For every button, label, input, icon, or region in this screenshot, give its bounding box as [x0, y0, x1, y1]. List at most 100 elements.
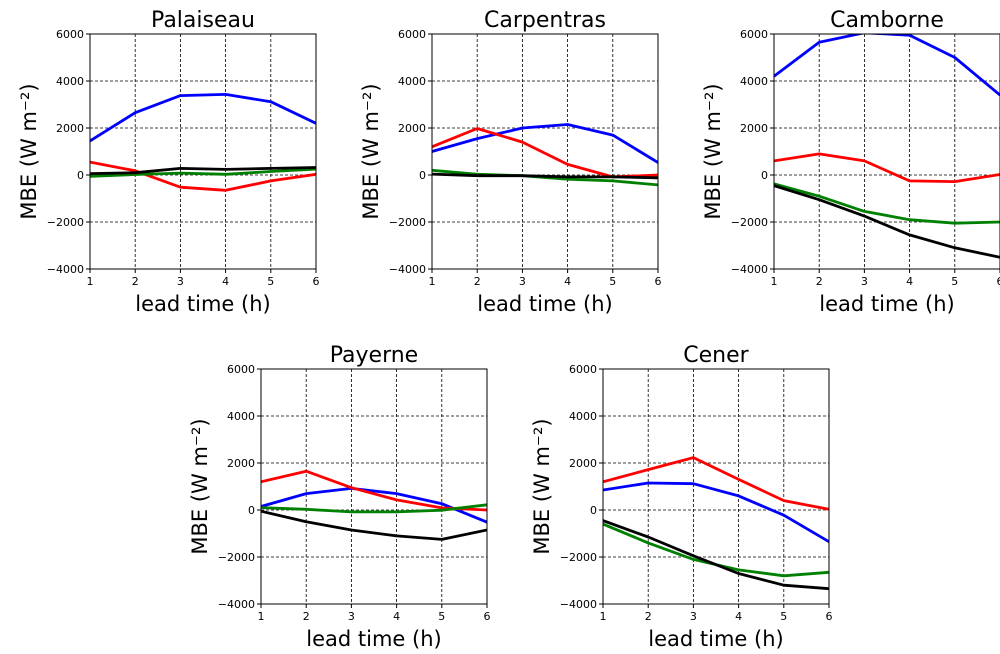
y-tick-label: 4000 — [569, 410, 597, 423]
y-axis-label: MBE (W m⁻²) — [530, 418, 554, 554]
chart-payerne: 1 2 3 4 5 6 −4000 −2000 0 2000 4000 6000 Payerne lead… — [188, 343, 491, 651]
series-group — [432, 123, 658, 187]
y-axis-label: MBE (W m⁻²) — [359, 83, 383, 219]
y-tick-label: −4000 — [731, 263, 768, 276]
chart-title: Palaiseau — [151, 8, 255, 33]
x-tick-label: 3 — [177, 275, 184, 288]
chart-title: Cener — [683, 343, 749, 368]
y-axis-label: MBE (W m⁻²) — [188, 418, 212, 554]
y-tick-label: 6000 — [227, 363, 255, 376]
y-tick-label: 2000 — [740, 122, 768, 135]
y-tick-label: 2000 — [569, 457, 597, 470]
series-line-1 — [603, 456, 829, 511]
series-line-0 — [261, 486, 487, 524]
y-axis-label: MBE (W m⁻²) — [17, 83, 41, 219]
x-axis-label: lead time (h) — [648, 627, 783, 651]
x-tick-label: 4 — [393, 610, 400, 623]
y-tick-label: 0 — [248, 504, 255, 517]
x-tick-label: 1 — [258, 610, 265, 623]
series-line-3 — [774, 184, 1000, 259]
series-line-2 — [90, 167, 316, 178]
x-tick-label: 5 — [780, 610, 787, 623]
y-tick-label: 2000 — [398, 122, 426, 135]
y-tick-label: 4000 — [740, 75, 768, 88]
x-tick-label: 6 — [655, 275, 662, 288]
chart-palaiseau: 1 2 3 4 5 6 −4000 −2000 0 2000 4000 6000 Palaiseau le… — [17, 8, 320, 316]
y-axis-label: MBE (W m⁻²) — [701, 83, 725, 219]
y-tick-label: −4000 — [389, 263, 426, 276]
y-tick-label: 6000 — [56, 28, 84, 41]
series-group — [774, 34, 1000, 259]
x-tick-label: 1 — [771, 275, 778, 288]
y-tick-label: −4000 — [47, 263, 84, 276]
x-tick-label: 4 — [222, 275, 229, 288]
x-tick-label: 2 — [816, 275, 823, 288]
x-tick-label: 2 — [303, 610, 310, 623]
x-tick-label: 6 — [826, 610, 833, 623]
y-tick-label: 4000 — [56, 75, 84, 88]
series-line-1 — [774, 152, 1000, 184]
series-group — [90, 93, 316, 192]
plot-frame — [89, 33, 317, 270]
x-axis-label: lead time (h) — [477, 292, 612, 316]
series-line-3 — [432, 172, 658, 180]
series-line-1 — [432, 127, 658, 179]
x-tick-label: 2 — [474, 275, 481, 288]
y-tick-label: 6000 — [569, 363, 597, 376]
y-tick-label: 0 — [419, 169, 426, 182]
series-line-3 — [90, 166, 316, 175]
x-tick-label: 2 — [645, 610, 652, 623]
y-tick-label: 6000 — [398, 28, 426, 41]
series-line-3 — [261, 509, 487, 541]
x-tick-label: 4 — [735, 610, 742, 623]
plot-frame — [431, 33, 659, 270]
x-tick-label: 4 — [564, 275, 571, 288]
y-tick-label: −4000 — [560, 598, 597, 611]
series-line-2 — [774, 182, 1000, 225]
y-tick-label: 2000 — [227, 457, 255, 470]
x-tick-label: 3 — [519, 275, 526, 288]
chart-title: Camborne — [830, 8, 944, 33]
plot-frame — [773, 33, 1000, 270]
x-tick-label: 3 — [348, 610, 355, 623]
y-tick-label: −2000 — [218, 551, 255, 564]
x-tick-label: 5 — [438, 610, 445, 623]
chart-camborne: 1 2 3 4 5 6 −4000 −2000 0 2000 4000 6000 Camborne lea… — [701, 8, 1000, 316]
y-tick-label: −2000 — [560, 551, 597, 564]
series-line-0 — [432, 123, 658, 164]
series-group — [603, 456, 829, 591]
x-tick-label: 3 — [861, 275, 868, 288]
y-tick-label: 2000 — [56, 122, 84, 135]
y-tick-label: −2000 — [731, 216, 768, 229]
x-axis-label: lead time (h) — [819, 292, 954, 316]
chart-title: Carpentras — [484, 8, 606, 33]
x-axis-label: lead time (h) — [306, 627, 441, 651]
series-line-1 — [90, 160, 316, 192]
series-line-0 — [90, 93, 316, 143]
x-tick-label: 3 — [690, 610, 697, 623]
y-tick-label: 0 — [77, 169, 84, 182]
plot-frame — [602, 368, 830, 605]
series-line-0 — [774, 34, 1000, 97]
series-line-2 — [261, 503, 487, 514]
chart-carpentras: 1 2 3 4 5 6 −4000 −2000 0 2000 4000 6000 Carpentras l… — [359, 8, 662, 316]
chart-title: Payerne — [330, 343, 418, 368]
x-tick-label: 6 — [484, 610, 491, 623]
x-tick-label: 1 — [600, 610, 607, 623]
y-tick-label: 6000 — [740, 28, 768, 41]
series-group — [261, 469, 487, 541]
x-tick-label: 1 — [87, 275, 94, 288]
x-axis-label: lead time (h) — [135, 292, 270, 316]
x-tick-label: 2 — [132, 275, 139, 288]
series-line-3 — [603, 519, 829, 591]
y-tick-label: 0 — [590, 504, 597, 517]
x-tick-label: 5 — [267, 275, 274, 288]
y-tick-label: 4000 — [398, 75, 426, 88]
series-line-0 — [603, 481, 829, 543]
x-tick-label: 1 — [429, 275, 436, 288]
x-tick-label: 6 — [313, 275, 320, 288]
chart-cener: 1 2 3 4 5 6 −4000 −2000 0 2000 4000 6000 Cener lead t… — [530, 343, 833, 651]
x-tick-label: 6 — [997, 275, 1000, 288]
y-tick-label: −2000 — [389, 216, 426, 229]
